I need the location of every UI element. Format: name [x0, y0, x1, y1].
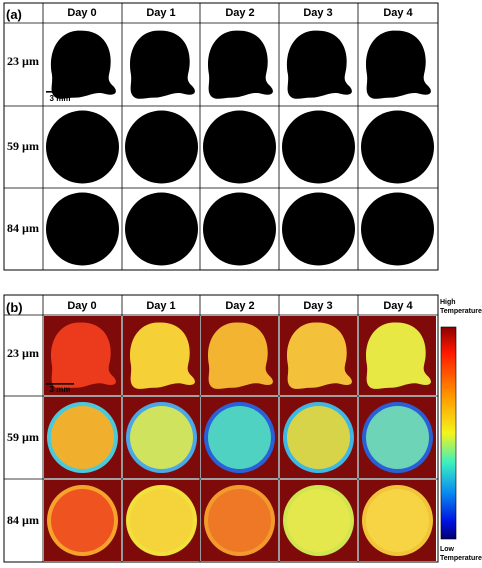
panel-b-row-59um: 59 µm [7, 430, 39, 444]
colorbar-low-label-1: Low [440, 546, 455, 553]
panel-b-label: (b) [6, 300, 23, 315]
panel-a-image [207, 30, 273, 99]
panel-a-image [50, 30, 116, 99]
colorbar-high-label-2: Temperature [440, 308, 482, 315]
panel-b-col-day1: Day 1 [146, 300, 175, 312]
panel-a-image [282, 110, 355, 184]
panel-a-image [125, 192, 198, 266]
panel-b-col-day3: Day 3 [303, 300, 332, 312]
panel-a-row-84um: 84 µm [7, 221, 39, 235]
panel-b-image [44, 480, 121, 561]
panel-b-scale-label: 3 mm [50, 385, 71, 394]
panel-b-scale-bar [46, 383, 74, 385]
panel-a-image [286, 30, 352, 99]
panel-a-row-23um: 23 µm [7, 54, 39, 68]
panel-b-image [123, 397, 200, 478]
panel-b-image [44, 397, 121, 478]
panel-a-scale-bar [46, 91, 74, 93]
panel-b-image [280, 316, 357, 395]
colorbar [440, 326, 457, 540]
panel-b-image [201, 397, 278, 478]
panel-a-col-day2: Day 2 [225, 7, 254, 19]
panel-a-col-day3: Day 3 [303, 7, 332, 19]
panel-a-image [129, 30, 195, 99]
panel-b-image [359, 397, 436, 478]
panel-a-image [125, 110, 198, 184]
panel-b-col-day0: Day 0 [67, 300, 96, 312]
panel-a-image [361, 192, 434, 266]
panel-b-image [359, 480, 436, 561]
panel-b-image [280, 480, 357, 561]
panel-b-row-23um: 23 µm [7, 346, 39, 360]
panel-b-image [359, 316, 436, 395]
colorbar-low-label-2: Temperature [440, 555, 482, 562]
panel-b-images [44, 316, 436, 561]
panel-b-col-day2: Day 2 [225, 300, 254, 312]
panel-a-image [365, 30, 431, 99]
panel-a-col-day4: Day 4 [383, 7, 413, 19]
panel-a: (a) Day 0 Day 1 Day 2 Day 3 Day 4 23 µm … [3, 2, 439, 271]
panel-a-image [46, 192, 119, 266]
panel-a-image [282, 192, 355, 266]
panel-a-images [46, 30, 434, 266]
colorbar-high-label-1: High [440, 299, 456, 306]
panel-a-frame [3, 2, 439, 271]
panel-a-image [46, 110, 119, 184]
panel-a-image [361, 110, 434, 184]
panel-a-col-day0: Day 0 [67, 7, 96, 19]
panel-a-col-day1: Day 1 [146, 7, 175, 19]
panel-b-row-84um: 84 µm [7, 513, 39, 527]
panel-a-image [203, 192, 276, 266]
panel-b: (b) Day 0 Day 1 Day 2 Day 3 Day 4 23 µm … [3, 294, 482, 563]
panel-b-col-day4: Day 4 [383, 300, 413, 312]
panel-a-scale-label: 3 mm [50, 94, 71, 103]
panel-b-frame [3, 294, 439, 563]
panel-a-image [203, 110, 276, 184]
panel-b-image [123, 480, 200, 561]
panel-b-image [123, 316, 200, 395]
panel-b-image [280, 397, 357, 478]
panel-b-image [201, 316, 278, 395]
panel-b-image [201, 480, 278, 561]
panel-b-image [44, 316, 121, 395]
panel-a-row-59um: 59 µm [7, 139, 39, 153]
panel-a-label: (a) [6, 7, 22, 22]
